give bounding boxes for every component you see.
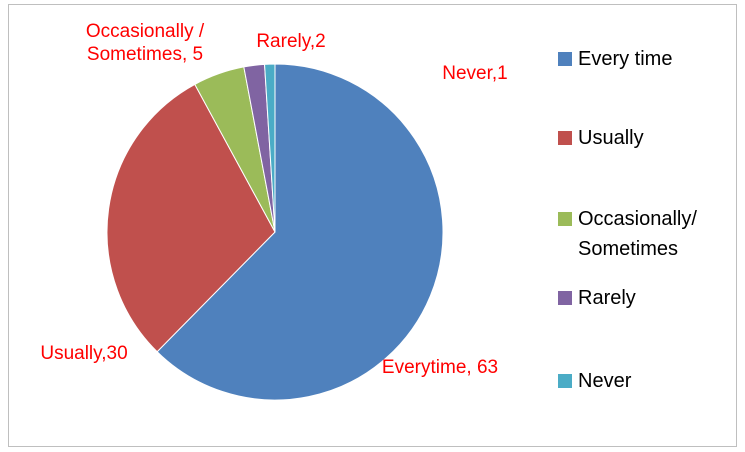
legend-label: Rarely xyxy=(578,287,636,309)
chart-border xyxy=(8,4,737,447)
legend-swatch xyxy=(558,131,572,145)
data-label: Usually,30 xyxy=(40,343,128,364)
legend-swatch xyxy=(558,374,572,388)
pie-slice xyxy=(106,83,276,353)
data-label: Everytime, 63 xyxy=(381,357,499,378)
legend-label: Never xyxy=(578,370,632,392)
legend-swatch xyxy=(558,212,572,226)
legend-label: Usually xyxy=(578,127,644,149)
data-label: Occasionally / Sometimes, 5 xyxy=(85,21,205,65)
pie-slice xyxy=(264,63,276,233)
data-label: Never,1 xyxy=(442,63,508,84)
legend-label: Occasionally/ Sometimes xyxy=(578,208,697,260)
data-label: Rarely,2 xyxy=(256,31,326,52)
legend-swatch xyxy=(558,291,572,305)
legend-label: Every time xyxy=(578,48,673,70)
pie-slice xyxy=(156,63,444,401)
legend-swatch xyxy=(558,52,572,66)
